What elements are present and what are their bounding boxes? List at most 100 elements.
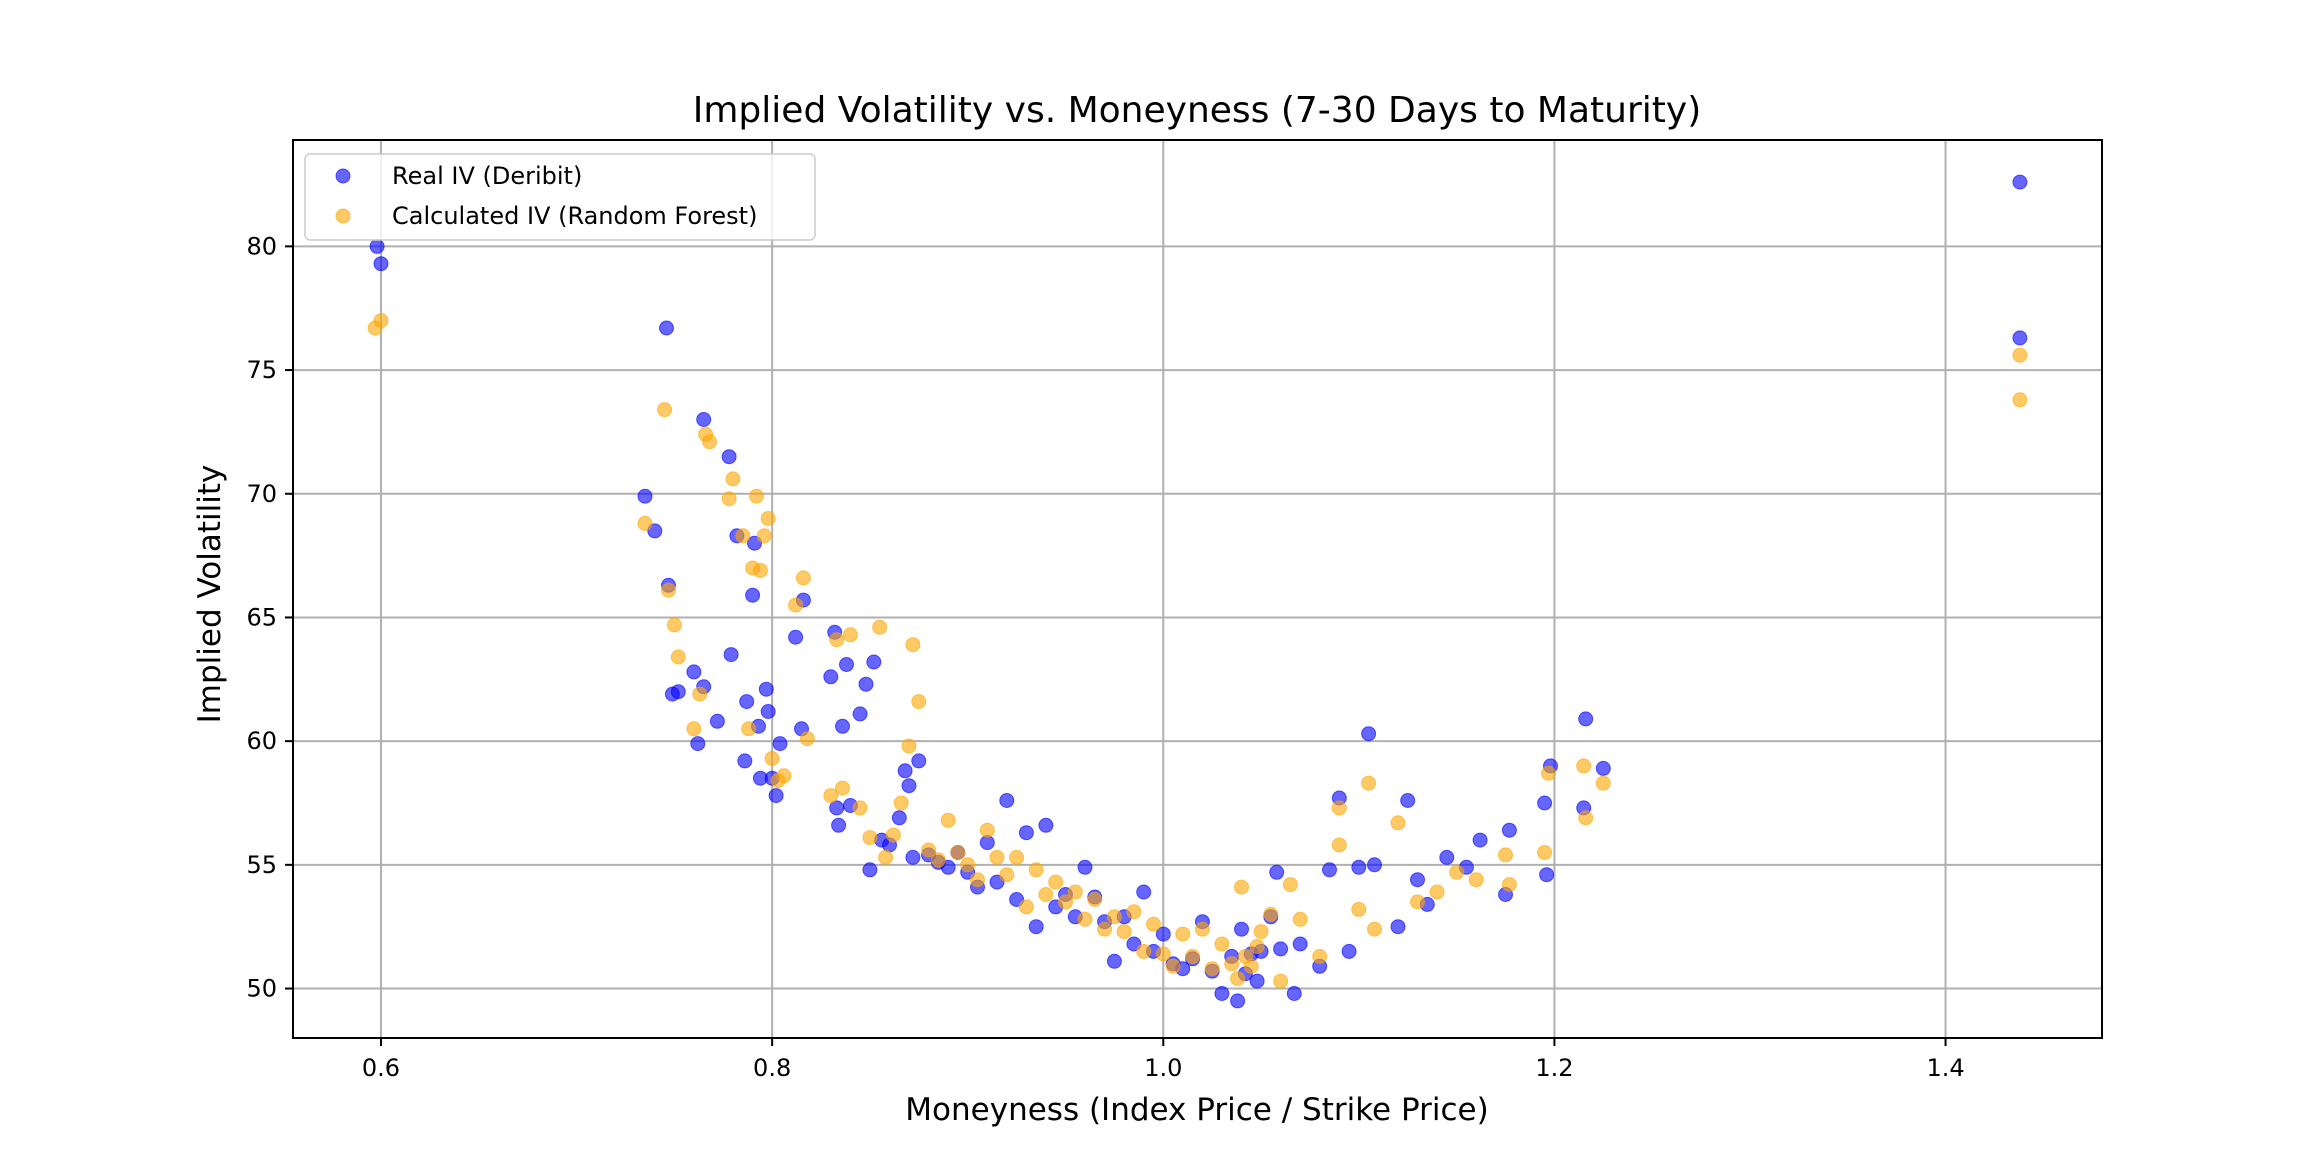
- data-point: [1028, 862, 1044, 878]
- data-point: [756, 528, 772, 544]
- data-point: [1501, 822, 1517, 838]
- data-point: [749, 488, 764, 504]
- data-point: [1155, 926, 1171, 942]
- data-point: [1165, 958, 1181, 974]
- data-point: [725, 471, 741, 487]
- data-point: [1351, 901, 1367, 917]
- data-point: [1331, 800, 1347, 816]
- data-point: [1410, 872, 1425, 888]
- x-tick-label: 0.8: [753, 1054, 791, 1082]
- data-point: [1595, 760, 1611, 776]
- data-point: [1194, 921, 1210, 937]
- data-point: [637, 488, 653, 504]
- data-point: [1498, 847, 1513, 863]
- legend-label-calculated-iv: Calculated IV (Random Forest): [392, 202, 757, 230]
- data-point: [878, 849, 894, 865]
- legend: Real IV (Deribit) Calculated IV (Random …: [304, 153, 816, 241]
- data-point: [788, 597, 804, 613]
- data-point: [686, 721, 702, 737]
- data-point: [795, 570, 811, 586]
- data-point: [911, 753, 927, 769]
- y-tick-label: 65: [246, 603, 277, 631]
- data-point: [686, 664, 702, 680]
- data-point: [1322, 862, 1337, 878]
- data-point: [950, 845, 966, 860]
- data-point: [1038, 887, 1054, 902]
- data-point: [788, 629, 804, 645]
- data-point: [1077, 911, 1093, 927]
- data-point: [1341, 943, 1357, 959]
- data-point: [768, 788, 784, 804]
- data-point: [1578, 711, 1594, 727]
- data-point: [1136, 943, 1152, 959]
- data-point: [1541, 765, 1556, 781]
- data-point: [799, 731, 815, 747]
- data-point: [1087, 892, 1103, 907]
- data-point: [979, 822, 995, 838]
- data-point: [1501, 877, 1517, 893]
- data-point: [1234, 921, 1249, 937]
- data-point: [897, 763, 913, 779]
- data-point: [872, 619, 888, 635]
- data-point: [737, 753, 753, 769]
- data-point: [893, 795, 909, 811]
- data-point: [911, 694, 927, 710]
- data-point: [1292, 936, 1308, 952]
- data-point: [901, 778, 917, 794]
- data-point: [1331, 837, 1347, 853]
- data-point: [659, 320, 674, 336]
- data-point: [692, 686, 708, 702]
- data-point: [930, 852, 946, 868]
- data-point: [862, 830, 878, 846]
- data-point: [670, 684, 686, 700]
- data-point: [1472, 832, 1488, 848]
- data-point: [905, 849, 921, 865]
- data-point: [1439, 849, 1455, 865]
- data-point: [1273, 941, 1289, 957]
- data-point: [1028, 919, 1044, 935]
- data-point: [1038, 817, 1054, 833]
- data-point: [776, 768, 792, 784]
- data-point: [696, 412, 712, 427]
- x-axis-label: Moneyness (Index Price / Strike Price): [905, 1092, 1488, 1128]
- data-point: [2012, 347, 2028, 363]
- data-point: [891, 810, 907, 826]
- data-point: [1263, 906, 1279, 922]
- legend-box: [304, 153, 816, 241]
- plot-frame: [292, 139, 2103, 1039]
- y-tick-label: 50: [246, 975, 277, 1003]
- data-point: [852, 706, 868, 722]
- x-tick-label: 1.4: [1926, 1054, 1964, 1082]
- x-tick-label: 0.6: [362, 1054, 400, 1082]
- data-point: [1067, 884, 1083, 900]
- data-point: [858, 676, 874, 692]
- data-point: [1410, 894, 1425, 910]
- data-point: [1312, 948, 1328, 964]
- data-point: [2012, 174, 2028, 190]
- data-point: [1595, 775, 1611, 791]
- data-point: [1390, 815, 1406, 831]
- data-point: [885, 827, 901, 843]
- data-point: [1146, 916, 1161, 932]
- data-point: [373, 256, 389, 272]
- data-point: [866, 654, 882, 670]
- data-point: [989, 849, 1005, 865]
- data-point: [1429, 884, 1445, 900]
- data-point: [1018, 899, 1034, 915]
- data-point: [1578, 810, 1594, 826]
- data-point: [1224, 956, 1240, 972]
- data-point: [661, 582, 676, 598]
- data-point: [1058, 894, 1073, 910]
- y-tick-label: 75: [246, 356, 277, 384]
- data-point: [1106, 953, 1122, 969]
- data-point: [1282, 877, 1298, 893]
- data-point: [1539, 867, 1555, 883]
- data-point: [721, 491, 737, 507]
- data-point: [764, 751, 780, 766]
- data-point: [723, 647, 739, 663]
- data-point: [369, 238, 385, 254]
- data-point: [702, 434, 718, 450]
- data-point: [1155, 946, 1171, 962]
- data-point: [739, 694, 755, 710]
- data-point: [760, 511, 776, 526]
